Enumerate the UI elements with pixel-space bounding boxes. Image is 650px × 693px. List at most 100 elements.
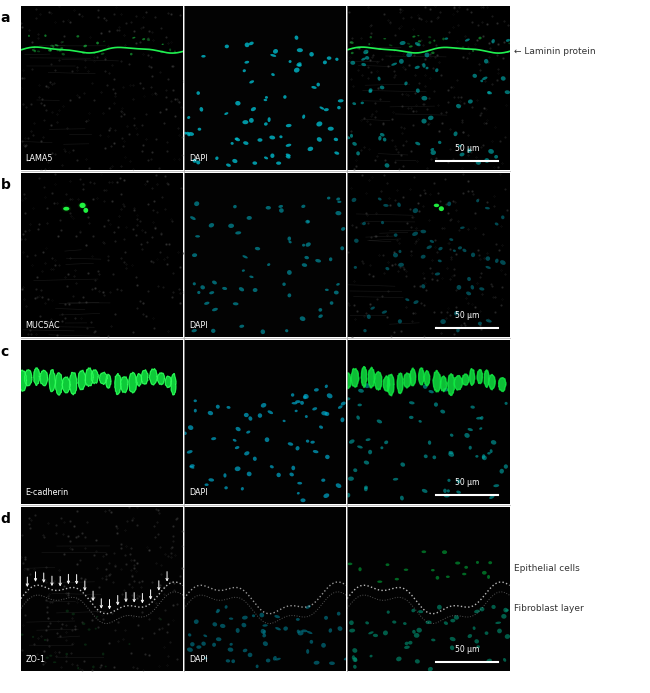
Ellipse shape <box>504 402 508 405</box>
Ellipse shape <box>304 256 309 259</box>
Ellipse shape <box>412 231 418 236</box>
Ellipse shape <box>263 624 268 626</box>
Ellipse shape <box>337 626 343 631</box>
Ellipse shape <box>393 253 398 257</box>
Ellipse shape <box>28 35 30 37</box>
Ellipse shape <box>486 266 491 269</box>
Ellipse shape <box>428 36 432 38</box>
Ellipse shape <box>289 60 292 63</box>
Polygon shape <box>369 367 374 388</box>
Ellipse shape <box>450 619 455 622</box>
Ellipse shape <box>479 288 484 290</box>
Ellipse shape <box>242 120 248 124</box>
Ellipse shape <box>446 575 450 578</box>
Ellipse shape <box>337 612 341 615</box>
Ellipse shape <box>333 138 338 141</box>
Ellipse shape <box>249 42 254 45</box>
Ellipse shape <box>324 412 330 416</box>
Ellipse shape <box>344 657 349 660</box>
Ellipse shape <box>306 220 310 223</box>
Ellipse shape <box>398 250 402 253</box>
Ellipse shape <box>183 132 187 134</box>
Polygon shape <box>477 369 482 384</box>
Ellipse shape <box>246 216 252 220</box>
Ellipse shape <box>358 389 364 393</box>
Ellipse shape <box>242 270 245 272</box>
Ellipse shape <box>294 35 298 40</box>
Ellipse shape <box>83 44 87 47</box>
Polygon shape <box>424 371 430 386</box>
Ellipse shape <box>242 255 248 258</box>
Ellipse shape <box>261 629 265 634</box>
Ellipse shape <box>415 659 420 663</box>
Ellipse shape <box>279 208 283 213</box>
Ellipse shape <box>364 486 368 489</box>
Ellipse shape <box>250 80 254 84</box>
Ellipse shape <box>105 666 107 667</box>
Ellipse shape <box>456 285 461 290</box>
Ellipse shape <box>352 198 356 202</box>
Ellipse shape <box>467 634 472 638</box>
Ellipse shape <box>406 53 412 57</box>
Polygon shape <box>499 378 506 392</box>
Ellipse shape <box>488 91 492 94</box>
Ellipse shape <box>405 298 410 301</box>
Ellipse shape <box>208 411 213 415</box>
Ellipse shape <box>356 416 360 420</box>
Ellipse shape <box>289 473 294 476</box>
Ellipse shape <box>216 405 220 409</box>
Polygon shape <box>99 372 107 385</box>
Ellipse shape <box>486 256 490 261</box>
Ellipse shape <box>382 310 387 314</box>
Ellipse shape <box>421 229 426 234</box>
Ellipse shape <box>34 50 36 52</box>
Ellipse shape <box>202 642 206 646</box>
Ellipse shape <box>500 76 506 80</box>
Ellipse shape <box>336 283 340 286</box>
Ellipse shape <box>412 630 416 634</box>
Ellipse shape <box>421 550 426 553</box>
Ellipse shape <box>503 608 508 613</box>
Ellipse shape <box>46 657 49 659</box>
Ellipse shape <box>204 301 209 305</box>
Ellipse shape <box>239 287 244 291</box>
Ellipse shape <box>311 86 317 89</box>
Ellipse shape <box>267 263 270 266</box>
Ellipse shape <box>261 403 266 407</box>
Ellipse shape <box>400 462 405 467</box>
Ellipse shape <box>248 653 252 657</box>
Polygon shape <box>387 374 394 396</box>
Ellipse shape <box>366 52 369 53</box>
Ellipse shape <box>294 68 300 73</box>
Ellipse shape <box>442 37 445 40</box>
Text: DAPI: DAPI <box>189 489 207 498</box>
Ellipse shape <box>297 49 303 52</box>
Ellipse shape <box>485 207 490 209</box>
Ellipse shape <box>363 329 367 333</box>
Polygon shape <box>19 370 27 392</box>
Ellipse shape <box>434 40 436 42</box>
Ellipse shape <box>96 42 99 44</box>
Polygon shape <box>489 374 495 389</box>
Polygon shape <box>165 376 172 387</box>
Ellipse shape <box>486 319 491 322</box>
Ellipse shape <box>455 561 460 565</box>
Ellipse shape <box>352 102 356 105</box>
Polygon shape <box>419 368 424 385</box>
Ellipse shape <box>187 132 190 137</box>
Ellipse shape <box>275 658 281 660</box>
Ellipse shape <box>495 622 501 624</box>
Ellipse shape <box>44 35 47 37</box>
Ellipse shape <box>505 634 510 639</box>
Ellipse shape <box>96 616 98 617</box>
Ellipse shape <box>454 311 459 315</box>
Ellipse shape <box>467 148 471 152</box>
Ellipse shape <box>398 263 404 267</box>
Ellipse shape <box>365 56 369 60</box>
Ellipse shape <box>292 402 297 405</box>
Ellipse shape <box>324 493 330 498</box>
Ellipse shape <box>443 489 447 493</box>
Ellipse shape <box>462 46 465 48</box>
Ellipse shape <box>233 205 237 209</box>
Ellipse shape <box>445 37 448 40</box>
